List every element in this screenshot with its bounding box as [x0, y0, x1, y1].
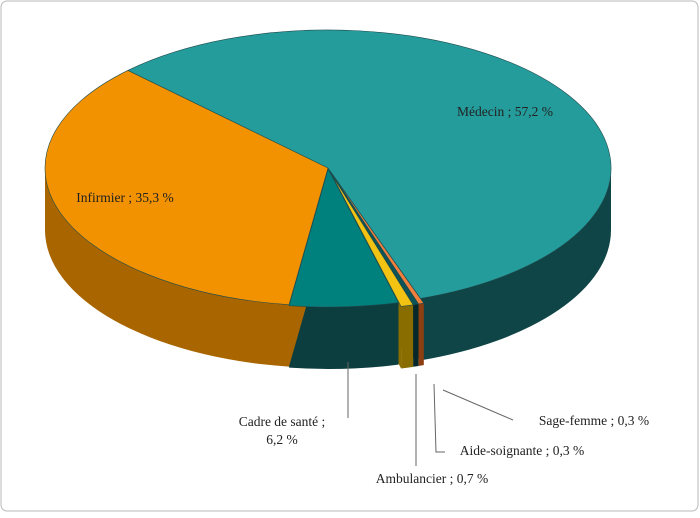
slice-side — [45, 168, 290, 367]
data-label: Sage-femme ; 0,3 % — [539, 413, 649, 428]
slice — [127, 29, 612, 299]
slice-side — [289, 302, 399, 369]
data-label: Infirmier ; 35,3 % — [76, 190, 173, 205]
data-label: Cadre de santé ; 6,2 % — [239, 414, 326, 447]
pie-tops — [44, 29, 612, 308]
data-label: Médecin ; 57,2 % — [457, 104, 553, 119]
leader-line — [442, 389, 514, 421]
slice — [44, 70, 329, 305]
labels: Médecin ; 57,2 % Sage-femme ; 0,3 % Aide-s… — [76, 104, 649, 486]
slice — [330, 172, 414, 307]
data-label: Aide-soignante ; 0,3 % — [460, 443, 584, 458]
slice-side — [420, 168, 611, 361]
slice — [288, 168, 399, 308]
data-label: Ambulancier ; 0,7 % — [376, 471, 488, 486]
leader-line — [433, 383, 445, 453]
